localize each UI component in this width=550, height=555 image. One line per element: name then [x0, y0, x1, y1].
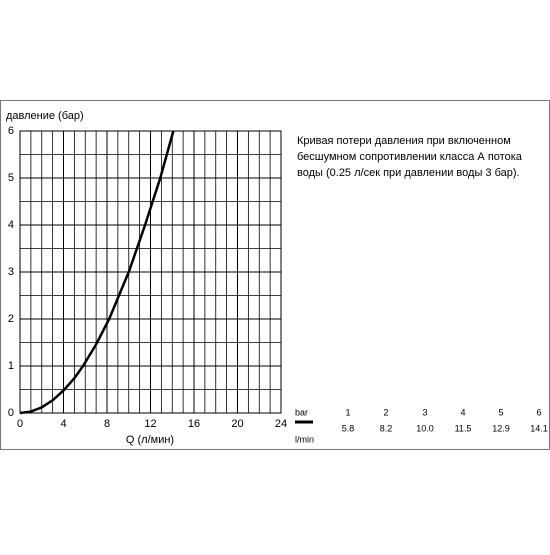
table-label: l/min — [295, 434, 314, 444]
table-pressure: 1 — [345, 407, 350, 417]
x-tick-label: 12 — [144, 418, 156, 430]
table-flow: 10.0 — [416, 423, 434, 433]
y-tick-label: 6 — [8, 125, 14, 137]
x-tick-label: 24 — [275, 418, 287, 430]
y-tick-label: 1 — [8, 360, 14, 372]
x-tick-label: 4 — [60, 418, 66, 430]
x-tick-label: 8 — [104, 418, 110, 430]
y-tick-label: 2 — [8, 313, 14, 325]
note-line: воды (0.25 л/сек при давлении воды 3 бар… — [297, 167, 520, 179]
table-flow: 14.1 — [530, 423, 548, 433]
y-tick-label: 0 — [8, 407, 14, 419]
table-flow: 5.8 — [342, 423, 355, 433]
table-pressure: 4 — [460, 407, 465, 417]
x-axis-label: Q (л/мин) — [126, 434, 174, 446]
x-tick-label: 0 — [17, 418, 23, 430]
curve — [19, 130, 175, 415]
table-pressure: 2 — [383, 407, 388, 417]
note-line: бесшумном сопротивлении класса А потока — [297, 151, 523, 163]
note-line: Кривая потери давления при включенном — [297, 135, 511, 147]
table-pressure: 6 — [536, 407, 541, 417]
table-flow: 12.9 — [492, 423, 510, 433]
y-tick-label: 5 — [8, 172, 14, 184]
y-tick-label: 3 — [8, 266, 14, 278]
table-pressure: 3 — [422, 407, 427, 417]
y-axis-label: давление (бар) — [6, 110, 84, 122]
table-flow: 11.5 — [455, 423, 472, 433]
table-label: bar — [295, 407, 308, 417]
x-tick-label: 16 — [188, 418, 200, 430]
plot-border — [19, 130, 282, 414]
table-flow: 8.2 — [380, 423, 393, 433]
x-tick-label: 20 — [231, 418, 243, 430]
y-tick-label: 4 — [8, 219, 14, 231]
table-pressure: 5 — [498, 407, 503, 417]
